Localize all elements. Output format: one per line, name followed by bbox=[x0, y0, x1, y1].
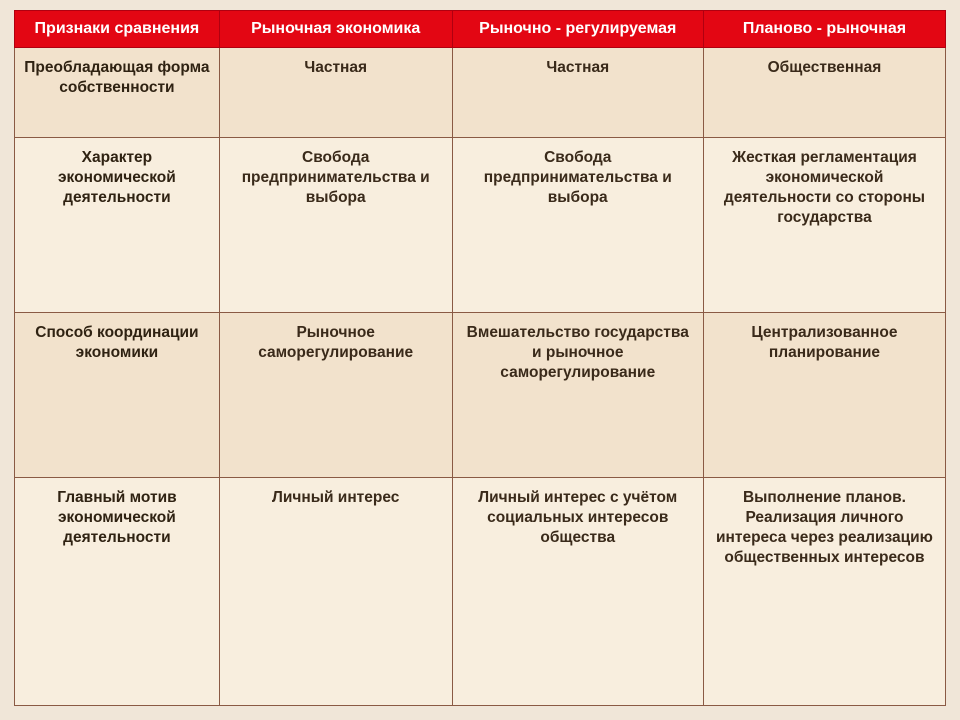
cell-planned: Централизованное планирование bbox=[703, 313, 945, 478]
cell-regulated: Свобода предпринимательства и выбора bbox=[452, 138, 703, 313]
row-label: Преобладающая форма собственности bbox=[15, 48, 220, 138]
cell-planned: Жесткая регламентация экономической деят… bbox=[703, 138, 945, 313]
cell-regulated: Личный интерес с учётом социальных интер… bbox=[452, 478, 703, 706]
cell-market: Частная bbox=[219, 48, 452, 138]
table-row: Главный мотив экономической деятельности… bbox=[15, 478, 946, 706]
table-row: Преобладающая форма собственности Частна… bbox=[15, 48, 946, 138]
cell-market: Рыночное саморегулирование bbox=[219, 313, 452, 478]
row-label: Главный мотив экономической деятельности bbox=[15, 478, 220, 706]
cell-regulated: Вмешательство государства и рыночное сам… bbox=[452, 313, 703, 478]
comparison-table: Признаки сравнения Рыночная экономика Ры… bbox=[14, 10, 946, 706]
header-cell-planned: Планово - рыночная bbox=[703, 11, 945, 48]
cell-market: Свобода предпринимательства и выбора bbox=[219, 138, 452, 313]
row-label: Характер экономической деятельности bbox=[15, 138, 220, 313]
cell-planned: Выполнение планов. Реализация личного ин… bbox=[703, 478, 945, 706]
header-cell-criteria: Признаки сравнения bbox=[15, 11, 220, 48]
page: Признаки сравнения Рыночная экономика Ры… bbox=[0, 0, 960, 720]
table-header-row: Признаки сравнения Рыночная экономика Ры… bbox=[15, 11, 946, 48]
table-body: Преобладающая форма собственности Частна… bbox=[15, 48, 946, 706]
table-header: Признаки сравнения Рыночная экономика Ры… bbox=[15, 11, 946, 48]
cell-planned: Общественная bbox=[703, 48, 945, 138]
cell-regulated: Частная bbox=[452, 48, 703, 138]
cell-market: Личный интерес bbox=[219, 478, 452, 706]
table-row: Характер экономической деятельности Своб… bbox=[15, 138, 946, 313]
table-row: Способ координации экономики Рыночное са… bbox=[15, 313, 946, 478]
header-cell-regulated: Рыночно - регулируемая bbox=[452, 11, 703, 48]
row-label: Способ координации экономики bbox=[15, 313, 220, 478]
header-cell-market: Рыночная экономика bbox=[219, 11, 452, 48]
